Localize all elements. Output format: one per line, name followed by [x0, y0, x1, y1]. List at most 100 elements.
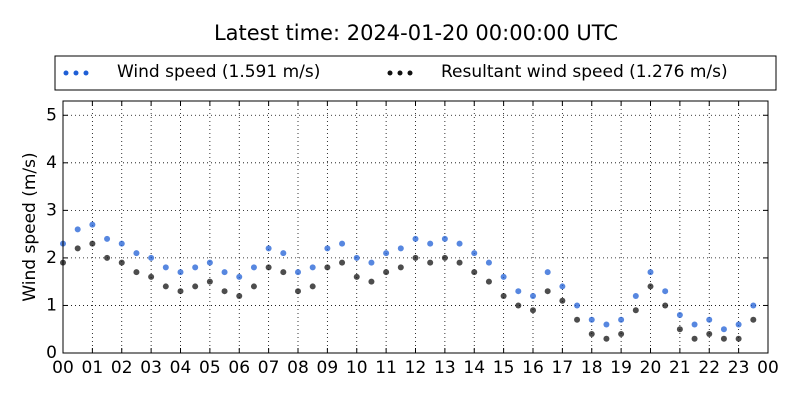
y-tick-label: 5	[46, 105, 57, 125]
data-point	[133, 250, 140, 257]
x-tick-label: 10	[346, 358, 368, 378]
data-point	[706, 330, 713, 337]
data-point	[720, 326, 727, 333]
x-tick-label: 21	[669, 358, 691, 378]
x-tick-label: 11	[375, 358, 397, 378]
data-point	[148, 273, 155, 280]
plot-frame	[62, 100, 769, 354]
x-tick-label: 02	[111, 358, 133, 378]
x-tick-label: 20	[640, 358, 662, 378]
data-point	[353, 273, 360, 280]
data-point	[368, 259, 375, 266]
data-point	[574, 316, 581, 323]
data-point	[412, 235, 419, 242]
data-point	[236, 273, 243, 280]
data-point	[383, 269, 390, 276]
chart-title: Latest time: 2024-01-20 00:00:00 UTC	[214, 21, 618, 45]
data-point	[691, 335, 698, 342]
data-point	[530, 292, 536, 299]
data-point	[706, 316, 713, 323]
data-point	[324, 245, 331, 252]
x-tick-label: 22	[698, 358, 720, 378]
data-point	[206, 278, 213, 285]
legend-marker	[407, 70, 413, 76]
x-tick-label: 16	[522, 358, 544, 378]
x-tick-label: 23	[728, 358, 750, 378]
data-point	[324, 264, 331, 271]
data-point	[735, 321, 742, 328]
data-point	[74, 226, 81, 233]
data-point	[662, 302, 669, 309]
data-point	[647, 283, 654, 290]
x-tick-label: 13	[434, 358, 456, 378]
legend-marker	[73, 70, 79, 76]
legend-marker	[387, 70, 393, 76]
x-tick-label: 00	[757, 358, 779, 378]
data-point	[515, 288, 522, 295]
data-point	[89, 221, 96, 228]
x-tick-label: 17	[552, 358, 574, 378]
data-point	[250, 283, 257, 290]
data-point	[353, 254, 360, 261]
data-point	[118, 240, 125, 247]
data-point	[456, 240, 463, 247]
data-point	[676, 326, 683, 333]
y-tick-label: 3	[46, 200, 57, 220]
x-tick-label: 00	[52, 358, 74, 378]
x-tick-label: 09	[317, 358, 339, 378]
data-point	[441, 235, 448, 242]
data-point	[485, 278, 492, 285]
data-point	[397, 264, 404, 271]
data-point	[735, 335, 742, 342]
y-tick-label: 2	[46, 248, 57, 268]
legend-label: Wind speed (1.591 m/s)	[117, 62, 320, 82]
data-point	[530, 307, 536, 314]
data-point	[221, 288, 228, 295]
data-point	[206, 259, 213, 266]
data-point	[588, 316, 595, 323]
data-point	[441, 254, 448, 261]
data-point	[427, 240, 434, 247]
x-tick-label: 05	[199, 358, 221, 378]
data-point	[280, 250, 287, 257]
data-point	[500, 292, 507, 299]
x-tick-label: 01	[82, 358, 104, 378]
data-point	[603, 321, 610, 328]
data-point	[397, 245, 404, 252]
data-point	[603, 335, 610, 342]
data-point	[192, 283, 199, 290]
data-point	[309, 264, 316, 271]
data-point	[647, 269, 654, 276]
data-point	[515, 302, 522, 309]
data-point	[632, 307, 639, 314]
data-point	[662, 288, 669, 295]
data-point	[177, 288, 184, 295]
data-point	[588, 330, 595, 337]
x-tick-label: 06	[228, 358, 250, 378]
data-point	[295, 288, 301, 295]
data-point	[177, 269, 184, 276]
data-point	[74, 245, 81, 252]
data-point	[676, 311, 683, 318]
data-point	[236, 292, 243, 299]
data-point	[162, 264, 169, 271]
data-point	[265, 245, 272, 252]
data-point	[309, 283, 316, 290]
data-point	[632, 292, 639, 299]
data-point	[162, 283, 169, 290]
x-tick-label: 08	[287, 358, 309, 378]
data-point	[485, 259, 492, 266]
data-point	[89, 240, 96, 247]
x-tick-label: 03	[140, 358, 162, 378]
data-point	[544, 288, 551, 295]
data-point	[104, 254, 111, 261]
data-point	[618, 316, 625, 323]
x-tick-label: 07	[258, 358, 280, 378]
data-point	[192, 264, 199, 271]
y-tick-label: 0	[46, 343, 57, 363]
data-point	[339, 259, 346, 266]
legend-marker	[397, 70, 403, 76]
data-point	[471, 250, 478, 257]
data-point	[295, 269, 301, 276]
